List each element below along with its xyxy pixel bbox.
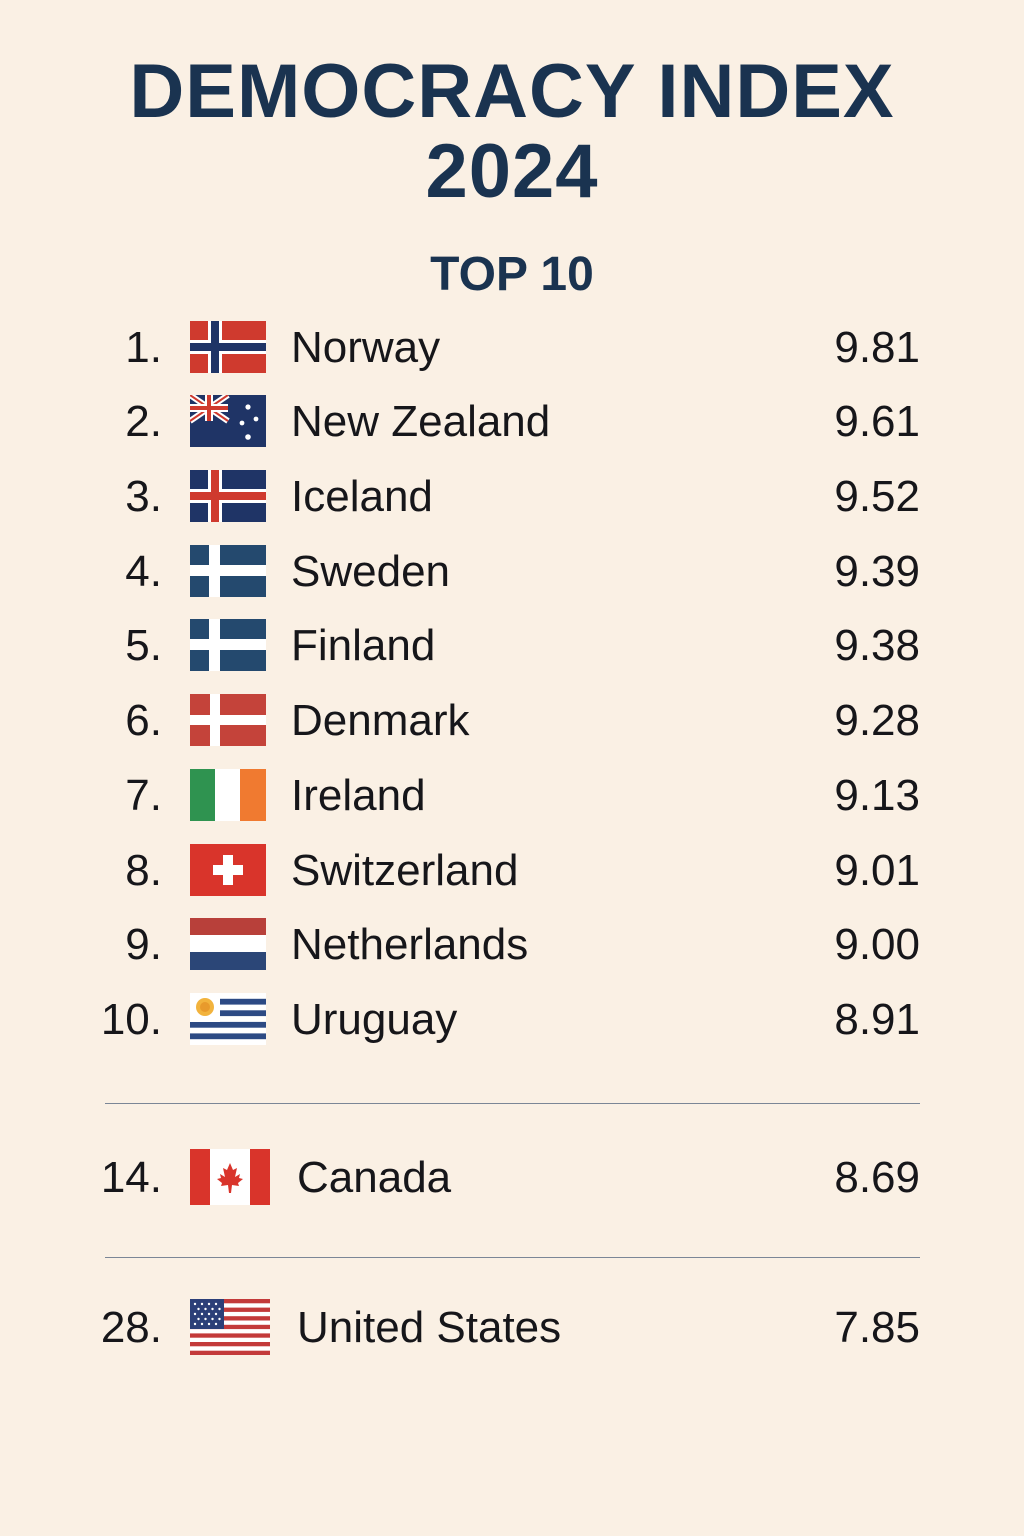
country-name: New Zealand	[291, 397, 551, 446]
rank: 2.	[125, 397, 162, 446]
score: 9.81	[834, 323, 920, 372]
country-name: Denmark	[291, 696, 470, 745]
ranking-row-8: 8. Switzerland 9.01	[0, 841, 1024, 901]
netherlands-flag-icon	[190, 918, 266, 970]
ranking-row-2: 2. New Zealand 9.61	[0, 392, 1024, 452]
country-name: Switzerland	[291, 846, 519, 895]
ranking-row-5: 5. Finland 9.38	[0, 616, 1024, 676]
country-name: Netherlands	[291, 920, 529, 969]
score: 9.01	[834, 846, 920, 895]
title-line-2: 2024	[425, 129, 599, 214]
canada-flag-icon	[190, 1149, 270, 1205]
ranking-row-3: 3. Iceland 9.52	[0, 467, 1024, 527]
country-name: Ireland	[291, 771, 426, 820]
country-name: Norway	[291, 323, 441, 372]
rank: 3.	[125, 472, 162, 521]
subtitle: TOP 10	[430, 248, 594, 301]
score: 9.28	[834, 696, 920, 745]
iceland-flag-icon	[190, 470, 266, 522]
section-divider	[105, 1103, 920, 1104]
ranking-row-united-states: 28. United States 7.85	[0, 1298, 1024, 1358]
rank: 14.	[100, 1153, 162, 1202]
country-name: Sweden	[291, 547, 451, 596]
page-title: DEMOCRACY INDEX 2024	[0, 52, 1024, 212]
denmark-flag-icon	[190, 694, 266, 746]
score: 9.52	[834, 472, 920, 521]
rank: 28.	[100, 1303, 162, 1352]
rank: 1.	[125, 323, 162, 372]
score: 8.91	[834, 995, 920, 1044]
ranking-row-6: 6. Denmark 9.28	[0, 691, 1024, 751]
country-name: Uruguay	[291, 995, 458, 1044]
ranking-row-canada: 14. Canada 8.69	[0, 1148, 1024, 1208]
rank: 9.	[125, 920, 162, 969]
ranking-row-1: 1. Norway 9.81	[0, 318, 1024, 378]
country-name: Iceland	[291, 472, 433, 521]
rank: 10.	[100, 995, 162, 1044]
score: 8.69	[834, 1153, 920, 1202]
score: 9.38	[834, 621, 920, 670]
sweden-flag-icon	[190, 545, 266, 597]
finland-flag-icon	[190, 619, 266, 671]
country-name: Canada	[297, 1153, 452, 1202]
country-name: United States	[297, 1303, 562, 1352]
switzerland-flag-icon	[190, 844, 266, 896]
rank: 6.	[125, 696, 162, 745]
score: 9.13	[834, 771, 920, 820]
score: 9.61	[834, 397, 920, 446]
country-name: Finland	[291, 621, 436, 670]
ranking-row-4: 4. Sweden 9.39	[0, 542, 1024, 602]
ireland-flag-icon	[190, 769, 266, 821]
new-zealand-flag-icon	[190, 395, 266, 447]
title-line-1: DEMOCRACY INDEX	[129, 49, 895, 134]
united-states-flag-icon	[190, 1299, 270, 1355]
rank: 5.	[125, 621, 162, 670]
section-divider	[105, 1257, 920, 1258]
ranking-row-10: 10. Uruguay 8.91	[0, 990, 1024, 1050]
uruguay-flag-icon	[190, 993, 266, 1045]
score: 7.85	[834, 1303, 920, 1352]
rank: 8.	[125, 846, 162, 895]
score: 9.00	[834, 920, 920, 969]
ranking-row-9: 9. Netherlands 9.00	[0, 915, 1024, 975]
rank: 4.	[125, 547, 162, 596]
rank: 7.	[125, 771, 162, 820]
score: 9.39	[834, 547, 920, 596]
norway-flag-icon	[190, 321, 266, 373]
ranking-row-7: 7. Ireland 9.13	[0, 766, 1024, 826]
